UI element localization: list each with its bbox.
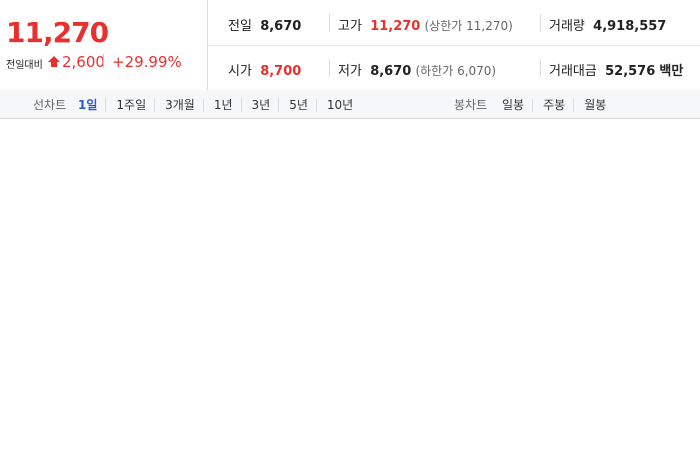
stat-value: 4,918,557 bbox=[593, 19, 667, 34]
tab-bar: 선차트 1일 1주일 3개월 1년 3년 5년 10년 봉차트 일봉 주봉 월봉 bbox=[0, 90, 700, 119]
stat-value: 11,270 bbox=[370, 19, 421, 34]
tab-group-label: 선차트 bbox=[33, 98, 67, 112]
divider bbox=[207, 0, 208, 90]
stat-label: 시가 bbox=[228, 64, 252, 79]
tab[interactable]: 1일 bbox=[78, 98, 107, 112]
divider bbox=[540, 59, 541, 77]
stat-label: 거래량 bbox=[549, 19, 585, 34]
stat-value: 52,576 bbox=[605, 64, 656, 79]
stat: 전일 8,670 bbox=[228, 15, 301, 34]
tab-group: 일봉 주봉 월봉 bbox=[502, 96, 624, 113]
tab-group: 1일 1주일 3개월 1년 3년 5년 10년 bbox=[78, 96, 371, 113]
stat-label: 고가 bbox=[338, 19, 362, 34]
chart bbox=[0, 119, 700, 450]
divider bbox=[329, 59, 330, 77]
up-icon: 02/2810:0011:0012:0013:0014:0015:008,218… bbox=[48, 56, 60, 67]
tab[interactable]: 1주일 bbox=[116, 98, 156, 112]
stat-label: 전일 bbox=[228, 19, 252, 34]
divider bbox=[103, 54, 104, 68]
stat-value: 8,670 bbox=[370, 64, 412, 79]
stat: 거래량 4,918,557 bbox=[549, 15, 666, 34]
tab[interactable]: 월봉 bbox=[584, 98, 607, 112]
tab[interactable]: 3개월 bbox=[165, 98, 204, 112]
tab[interactable]: 10년 bbox=[326, 98, 354, 112]
stat: 고가 11,270 (상한가 11,270) bbox=[338, 15, 513, 34]
divider bbox=[540, 14, 541, 32]
stat-note: (상한가 11,270) bbox=[424, 19, 513, 33]
divider bbox=[329, 14, 330, 32]
stat: 거래대금 52,576 백만 bbox=[549, 60, 683, 79]
tab[interactable]: 일봉 bbox=[502, 98, 534, 112]
change-label: 전일대비 bbox=[6, 60, 43, 71]
stat-unit: 백만 bbox=[659, 64, 684, 79]
tab-group-label: 봉차트 bbox=[454, 98, 488, 112]
change: 2,600 bbox=[62, 53, 105, 71]
stat-value: 8,670 bbox=[260, 19, 302, 34]
stat-label: 저가 bbox=[338, 64, 362, 79]
tab[interactable]: 주봉 bbox=[543, 98, 575, 112]
stat-value: 8,700 bbox=[260, 64, 302, 79]
tab[interactable]: 1년 bbox=[213, 98, 242, 112]
stat-note: (하한가 6,070) bbox=[415, 64, 497, 78]
divider bbox=[208, 45, 700, 46]
stat: 저가 8,670 (하한가 6,070) bbox=[338, 60, 496, 79]
stat: 시가 8,700 bbox=[228, 60, 301, 79]
tab[interactable]: 5년 bbox=[289, 98, 317, 112]
header: 11,270 전일대비 02/2810:0011:0012:0013:0014:… bbox=[0, 0, 700, 91]
stat-label: 거래대금 bbox=[549, 64, 597, 79]
tab[interactable]: 3년 bbox=[251, 98, 280, 112]
price: 11,270 bbox=[6, 16, 109, 49]
change-pct: +29.99% bbox=[112, 53, 182, 71]
